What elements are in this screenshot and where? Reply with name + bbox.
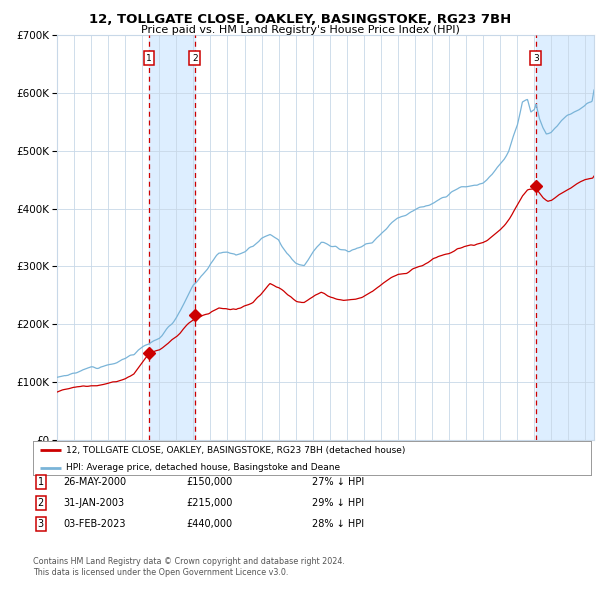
Text: £150,000: £150,000 [186,477,232,487]
Bar [149,35,195,440]
Text: 12, TOLLGATE CLOSE, OAKLEY, BASINGSTOKE, RG23 7BH: 12, TOLLGATE CLOSE, OAKLEY, BASINGSTOKE,… [89,13,511,26]
Text: 3: 3 [38,519,44,529]
Text: Price paid vs. HM Land Registry's House Price Index (HPI): Price paid vs. HM Land Registry's House … [140,25,460,35]
Text: 29% ↓ HPI: 29% ↓ HPI [312,498,364,507]
Text: 1: 1 [146,54,152,63]
Text: 27% ↓ HPI: 27% ↓ HPI [312,477,364,487]
Text: Contains HM Land Registry data © Crown copyright and database right 2024.: Contains HM Land Registry data © Crown c… [33,557,345,566]
Bar [536,35,594,440]
Text: HPI: Average price, detached house, Basingstoke and Deane: HPI: Average price, detached house, Basi… [67,463,341,472]
Text: 03-FEB-2023: 03-FEB-2023 [63,519,125,529]
Text: £440,000: £440,000 [186,519,232,529]
Text: 31-JAN-2003: 31-JAN-2003 [63,498,124,507]
Text: £215,000: £215,000 [186,498,232,507]
Text: 2: 2 [192,54,197,63]
Text: This data is licensed under the Open Government Licence v3.0.: This data is licensed under the Open Gov… [33,568,289,577]
Text: 1: 1 [38,477,44,487]
Text: 2: 2 [38,498,44,507]
Text: 3: 3 [533,54,539,63]
Text: 28% ↓ HPI: 28% ↓ HPI [312,519,364,529]
Text: 26-MAY-2000: 26-MAY-2000 [63,477,126,487]
Text: 12, TOLLGATE CLOSE, OAKLEY, BASINGSTOKE, RG23 7BH (detached house): 12, TOLLGATE CLOSE, OAKLEY, BASINGSTOKE,… [67,446,406,455]
